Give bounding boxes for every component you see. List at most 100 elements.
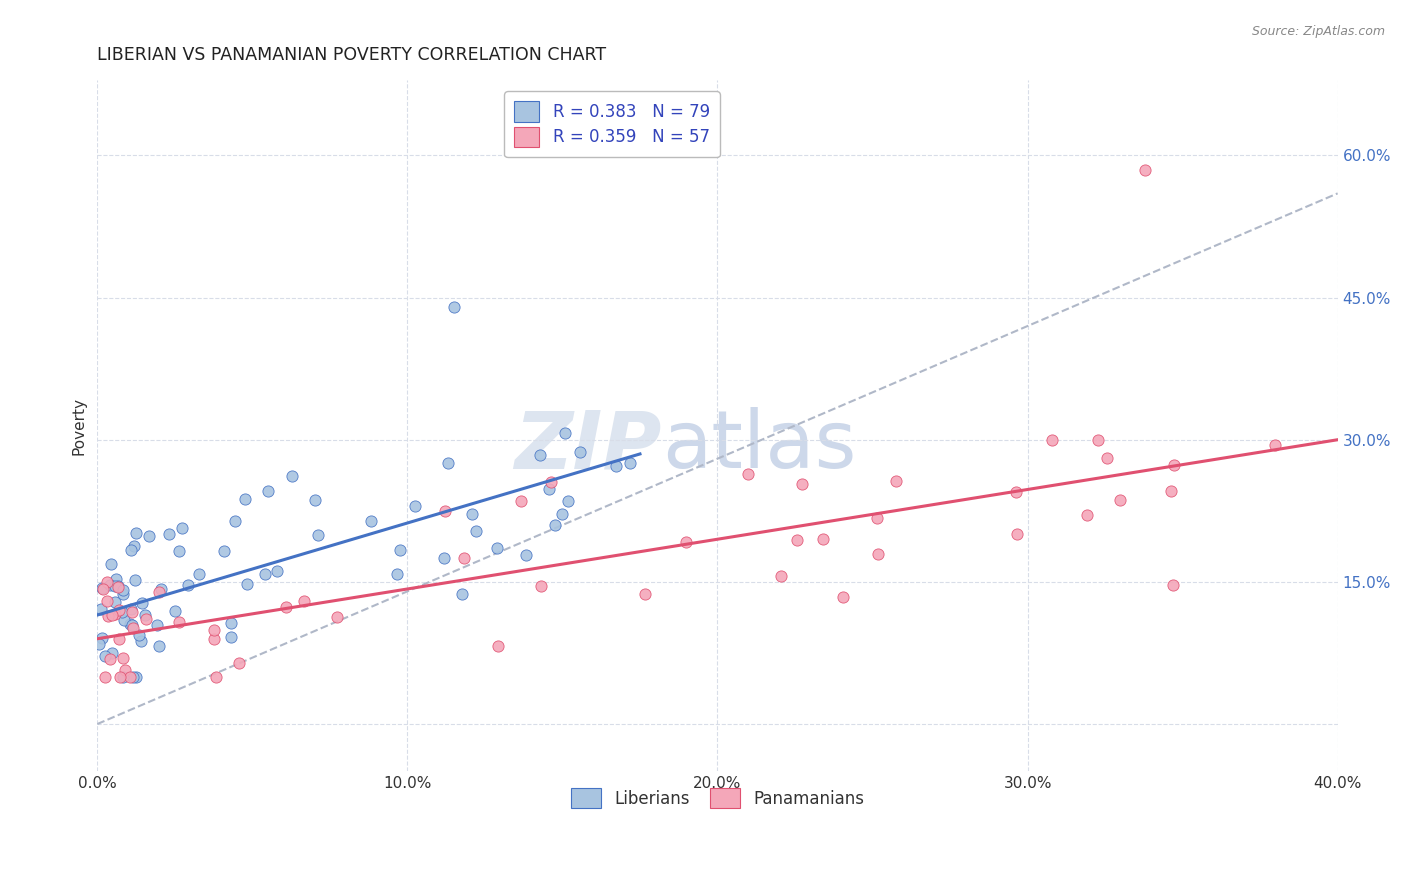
Point xyxy=(104,607,127,621)
Point xyxy=(326,610,349,624)
Point xyxy=(111,651,134,665)
Point xyxy=(266,564,288,578)
Point xyxy=(831,590,853,604)
Point xyxy=(233,492,256,507)
Point xyxy=(129,634,152,648)
Point xyxy=(811,533,834,547)
Point xyxy=(884,475,907,489)
Point xyxy=(1135,162,1157,177)
Point xyxy=(105,572,128,586)
Point xyxy=(149,582,172,597)
Point xyxy=(437,456,460,470)
Point xyxy=(97,608,120,623)
Point xyxy=(122,539,145,553)
Point xyxy=(202,623,225,637)
Point xyxy=(530,579,553,593)
Point xyxy=(87,636,110,650)
Point xyxy=(94,649,117,664)
Point xyxy=(274,599,297,614)
Point xyxy=(90,581,112,595)
Point xyxy=(90,631,112,645)
Point xyxy=(118,670,141,684)
Point xyxy=(135,612,157,626)
Point xyxy=(124,573,146,587)
Point xyxy=(112,613,135,627)
Point xyxy=(96,574,118,589)
Point xyxy=(557,493,579,508)
Point xyxy=(90,601,112,615)
Point xyxy=(404,500,426,514)
Point xyxy=(307,528,329,542)
Point xyxy=(1109,493,1132,508)
Point xyxy=(866,511,889,525)
Point xyxy=(118,617,141,632)
Point xyxy=(224,514,246,528)
Point xyxy=(104,579,127,593)
Legend: Liberians, Panamanians: Liberians, Panamanians xyxy=(564,781,870,815)
Point xyxy=(101,646,124,660)
Point xyxy=(112,670,135,684)
Point xyxy=(98,652,121,666)
Point xyxy=(163,604,186,618)
Point xyxy=(157,526,180,541)
Point xyxy=(187,567,209,582)
Point xyxy=(121,670,143,684)
Point xyxy=(98,578,121,592)
Point xyxy=(108,632,131,646)
Point xyxy=(292,594,315,608)
Text: ZIP: ZIP xyxy=(515,408,662,485)
Point xyxy=(125,526,148,541)
Point xyxy=(1076,508,1098,522)
Point xyxy=(304,493,326,508)
Point xyxy=(1040,433,1063,447)
Point xyxy=(101,608,124,623)
Point xyxy=(389,543,412,558)
Point xyxy=(453,551,475,566)
Point xyxy=(675,534,697,549)
Point xyxy=(510,494,533,508)
Point xyxy=(634,587,657,601)
Point xyxy=(219,616,242,631)
Point xyxy=(121,618,143,632)
Point xyxy=(104,594,127,608)
Point xyxy=(170,521,193,535)
Point xyxy=(1097,451,1119,466)
Point xyxy=(205,670,228,684)
Point xyxy=(387,567,409,582)
Point xyxy=(1161,577,1184,591)
Point xyxy=(544,518,567,533)
Point xyxy=(786,533,808,548)
Point xyxy=(202,632,225,646)
Point xyxy=(619,456,641,470)
Point xyxy=(1005,526,1028,541)
Point xyxy=(125,670,148,684)
Point xyxy=(790,476,813,491)
Point xyxy=(554,425,576,440)
Point xyxy=(769,569,792,583)
Point xyxy=(111,587,134,601)
Point xyxy=(529,448,551,462)
Point xyxy=(1160,483,1182,498)
Point xyxy=(96,594,118,608)
Point xyxy=(121,605,143,619)
Point xyxy=(235,577,257,591)
Text: LIBERIAN VS PANAMANIAN POVERTY CORRELATION CHART: LIBERIAN VS PANAMANIAN POVERTY CORRELATI… xyxy=(97,46,606,64)
Point xyxy=(540,475,562,489)
Y-axis label: Poverty: Poverty xyxy=(72,397,86,455)
Point xyxy=(228,656,250,670)
Point xyxy=(605,458,627,473)
Point xyxy=(167,543,190,558)
Point xyxy=(114,663,136,677)
Point xyxy=(433,550,456,565)
Point xyxy=(111,605,134,619)
Point xyxy=(146,617,169,632)
Point xyxy=(107,603,129,617)
Point xyxy=(360,514,382,528)
Point xyxy=(281,468,304,483)
Point xyxy=(486,541,509,556)
Point xyxy=(515,548,537,562)
Point xyxy=(94,670,117,684)
Text: Source: ZipAtlas.com: Source: ZipAtlas.com xyxy=(1251,25,1385,38)
Point xyxy=(1087,433,1109,447)
Point xyxy=(461,507,484,521)
